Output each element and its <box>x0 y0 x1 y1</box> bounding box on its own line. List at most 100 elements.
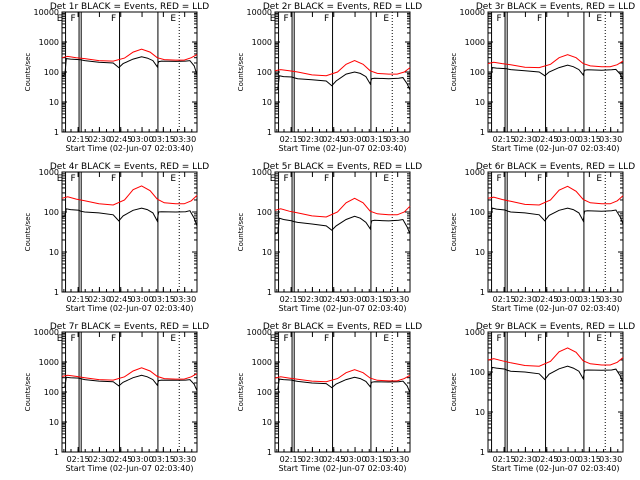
y-tick-label: 10 <box>49 248 59 257</box>
series-events-line <box>274 376 411 393</box>
x-tick-label: 02:30 <box>88 135 111 144</box>
y-tick-label: 1000 <box>39 358 59 367</box>
x-tick-label: 02:45 <box>535 455 558 464</box>
time-marker-label: E <box>270 14 276 24</box>
time-marker-label: F <box>70 334 75 344</box>
y-tick-label: 1000 <box>252 168 272 177</box>
x-tick-label: 02:30 <box>514 295 537 304</box>
y-tick-label: 1 <box>267 288 272 297</box>
x-axis-label: Start Time (02-Jun-07 02:03:40) <box>66 144 194 153</box>
series-lld-line <box>61 367 198 381</box>
x-tick-label: 03:00 <box>557 135 580 144</box>
series-lld-line <box>274 197 411 218</box>
time-marker-label: F <box>324 14 329 24</box>
time-marker-label: E <box>596 334 602 344</box>
y-tick-label: 1000 <box>465 168 485 177</box>
y-tick-label: 1000 <box>252 38 272 47</box>
time-marker-label: E <box>270 334 276 344</box>
series-events-line <box>487 64 624 81</box>
time-marker-label: F <box>496 334 501 344</box>
time-marker-label: F <box>537 14 542 24</box>
y-axis-label: Counts/sec <box>24 213 32 252</box>
y-tick-label: 10 <box>475 408 485 417</box>
x-tick-label: 03:30 <box>173 295 196 304</box>
time-marker-label: E <box>596 174 602 184</box>
y-tick-label: 100 <box>470 68 485 77</box>
y-axis-label: Counts/sec <box>237 373 245 412</box>
y-axis-label: Counts/sec <box>237 213 245 252</box>
y-tick-label: 10 <box>475 98 485 107</box>
x-tick-label: 03:30 <box>599 455 622 464</box>
panel-det-6: Det 6r BLACK = Events, RED = LLD 1 10 100 10… <box>450 162 635 313</box>
series-lld-line <box>61 185 198 206</box>
x-tick-label: 02:15 <box>280 455 303 464</box>
time-marker-label: F <box>324 174 329 184</box>
x-axis-label: Start Time (02-Jun-07 02:03:40) <box>279 464 407 473</box>
y-tick-label: 1 <box>267 128 272 137</box>
panel-title: Det 3r BLACK = Events, RED = LLD <box>476 2 635 12</box>
series-lld-line <box>487 185 624 206</box>
panel-title: Det 1r BLACK = Events, RED = LLD <box>50 2 209 12</box>
y-tick-label: 10 <box>475 248 485 257</box>
x-tick-label: 03:30 <box>386 135 409 144</box>
x-tick-label: 03:30 <box>599 295 622 304</box>
x-tick-label: 03:30 <box>386 295 409 304</box>
series-lld-line <box>61 48 198 62</box>
time-marker-label: F <box>496 174 501 184</box>
time-marker-label: F <box>70 14 75 24</box>
x-tick-label: 03:30 <box>173 135 196 144</box>
panel-det-5: Det 5r BLACK = Events, RED = LLD 1 10 100 10… <box>237 162 422 313</box>
time-marker-label: E <box>596 14 602 24</box>
series-events-line <box>61 207 198 227</box>
x-tick-label: 03:15 <box>578 295 601 304</box>
y-axis-label: Counts/sec <box>450 213 458 252</box>
x-tick-label: 02:30 <box>514 455 537 464</box>
x-tick-label: 03:00 <box>344 135 367 144</box>
x-tick-label: 02:15 <box>67 295 90 304</box>
y-tick-label: 1 <box>54 448 59 457</box>
panel-det-7: Det 7r BLACK = Events, RED = LLD 1 10 100 10… <box>24 322 209 473</box>
panel-det-4: Det 4r BLACK = Events, RED = LLD 1 10 100 10… <box>24 162 209 313</box>
y-axis-label: Counts/sec <box>24 53 32 92</box>
x-tick-label: 02:45 <box>535 135 558 144</box>
plot-frame <box>487 11 624 133</box>
x-axis-label: Start Time (02-Jun-07 02:03:40) <box>279 304 407 313</box>
y-tick-label: 100 <box>44 68 59 77</box>
y-axis-label: Counts/sec <box>24 373 32 412</box>
series-events-line <box>487 365 624 383</box>
y-tick-label: 10 <box>49 98 59 107</box>
x-tick-label: 03:15 <box>578 455 601 464</box>
x-tick-label: 03:00 <box>131 455 154 464</box>
time-marker-label: E <box>170 174 176 184</box>
y-tick-label: 100 <box>44 208 59 217</box>
y-tick-label: 1000 <box>465 38 485 47</box>
x-tick-label: 02:30 <box>301 295 324 304</box>
x-tick-label: 03:15 <box>152 295 175 304</box>
y-axis-label: Counts/sec <box>450 53 458 92</box>
y-tick-label: 1 <box>480 288 485 297</box>
panel-title: Det 8r BLACK = Events, RED = LLD <box>263 322 422 332</box>
time-marker-label: F <box>496 14 501 24</box>
time-marker-label: F <box>111 174 116 184</box>
x-tick-label: 02:15 <box>67 455 90 464</box>
panel-title: Det 5r BLACK = Events, RED = LLD <box>263 162 422 172</box>
y-axis-label: Counts/sec <box>237 53 245 92</box>
y-tick-label: 1 <box>54 288 59 297</box>
y-tick-label: 100 <box>470 208 485 217</box>
x-axis-label: Start Time (02-Jun-07 02:03:40) <box>66 464 194 473</box>
y-tick-label: 10000 <box>247 8 272 17</box>
y-tick-label: 1000 <box>39 38 59 47</box>
time-marker-label: F <box>537 174 542 184</box>
x-tick-label: 03:15 <box>365 295 388 304</box>
panel-title: Det 2r BLACK = Events, RED = LLD <box>263 2 422 12</box>
x-tick-label: 02:15 <box>280 295 303 304</box>
x-tick-label: 02:45 <box>109 295 132 304</box>
time-marker-label: F <box>324 334 329 344</box>
time-marker-label: E <box>270 174 276 184</box>
x-tick-label: 03:15 <box>578 135 601 144</box>
x-tick-label: 03:15 <box>152 135 175 144</box>
time-marker-label: E <box>170 334 176 344</box>
x-tick-label: 02:15 <box>493 295 516 304</box>
time-marker-label: F <box>111 14 116 24</box>
y-tick-label: 10 <box>49 418 59 427</box>
